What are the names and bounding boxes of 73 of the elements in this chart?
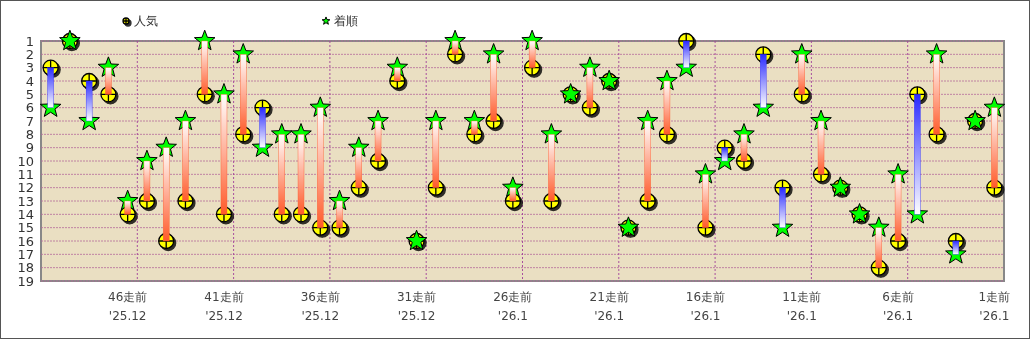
bar xyxy=(644,120,651,202)
y-tick-label: 12 xyxy=(17,180,34,196)
bar xyxy=(991,107,998,188)
x-tick-label: 26走前 '26.1 xyxy=(493,290,533,323)
bar xyxy=(451,40,459,55)
x-tick-label: 16走前 '26.1 xyxy=(685,290,726,323)
bar xyxy=(586,67,594,108)
bar xyxy=(374,120,382,162)
bar xyxy=(124,200,131,215)
y-tick-label: 4 xyxy=(25,73,34,89)
bar xyxy=(875,227,883,268)
y-tick-label: 2 xyxy=(25,46,34,62)
bar xyxy=(471,120,478,135)
bar xyxy=(490,54,497,122)
bar xyxy=(683,40,690,68)
bar xyxy=(779,187,786,228)
y-tick-label: 3 xyxy=(25,60,34,76)
bar xyxy=(933,54,940,135)
bar xyxy=(259,107,266,148)
legend-label: 着順 xyxy=(334,14,358,29)
bar xyxy=(817,120,825,175)
bar xyxy=(509,187,517,202)
y-tick-label: 18 xyxy=(17,260,34,276)
x-tick-label: 41走前 '25.12 xyxy=(204,290,244,323)
y-tick-label: 19 xyxy=(17,273,34,289)
bar xyxy=(721,147,728,162)
bar xyxy=(740,134,748,162)
bar xyxy=(760,54,767,108)
bar xyxy=(432,120,440,188)
y-tick-label: 14 xyxy=(17,206,34,222)
y-tick-label: 5 xyxy=(25,86,34,102)
bar xyxy=(220,94,228,215)
bar xyxy=(201,40,208,95)
legend-label: 人気 xyxy=(134,14,158,29)
y-tick-label: 13 xyxy=(17,193,34,209)
y-tick-label: 16 xyxy=(17,233,34,249)
bar xyxy=(143,160,151,202)
bar xyxy=(663,80,671,135)
bar xyxy=(85,80,93,122)
x-tick-label: 46走前 '25.12 xyxy=(108,290,148,323)
bar xyxy=(394,67,401,82)
bar xyxy=(702,174,709,228)
y-tick-label: 10 xyxy=(17,153,34,169)
bar xyxy=(355,147,362,188)
y-tick-label: 1 xyxy=(25,33,34,49)
x-tick-label: 31走前 '25.12 xyxy=(396,290,437,323)
y-tick-label: 17 xyxy=(17,246,34,262)
bar xyxy=(798,54,805,95)
bar xyxy=(297,134,305,215)
bar xyxy=(162,147,170,242)
bar xyxy=(317,107,324,228)
x-tick-label: 11走前 '26.1 xyxy=(782,290,822,323)
bar xyxy=(240,54,247,135)
x-tick-label: 6走前 '26.1 xyxy=(882,290,914,323)
bar xyxy=(182,120,189,202)
x-tick-label: 36走前 '25.12 xyxy=(300,290,340,323)
y-tick-label: 11 xyxy=(17,166,34,182)
y-tick-label: 9 xyxy=(25,140,34,156)
x-tick-label: 21走前 '26.1 xyxy=(589,290,629,323)
bar xyxy=(105,67,112,95)
y-tick-label: 7 xyxy=(25,113,34,129)
bar xyxy=(528,40,536,68)
bar xyxy=(914,94,921,215)
bar xyxy=(47,67,54,108)
bar xyxy=(278,134,285,215)
bar xyxy=(952,240,960,255)
x-tick-label: 1走前 '26.1 xyxy=(978,290,1011,323)
bar xyxy=(894,174,902,242)
bar xyxy=(336,200,343,228)
y-tick-label: 15 xyxy=(17,220,34,236)
y-tick-label: 6 xyxy=(25,100,34,116)
y-tick-label: 8 xyxy=(25,126,34,142)
bar xyxy=(548,134,555,202)
